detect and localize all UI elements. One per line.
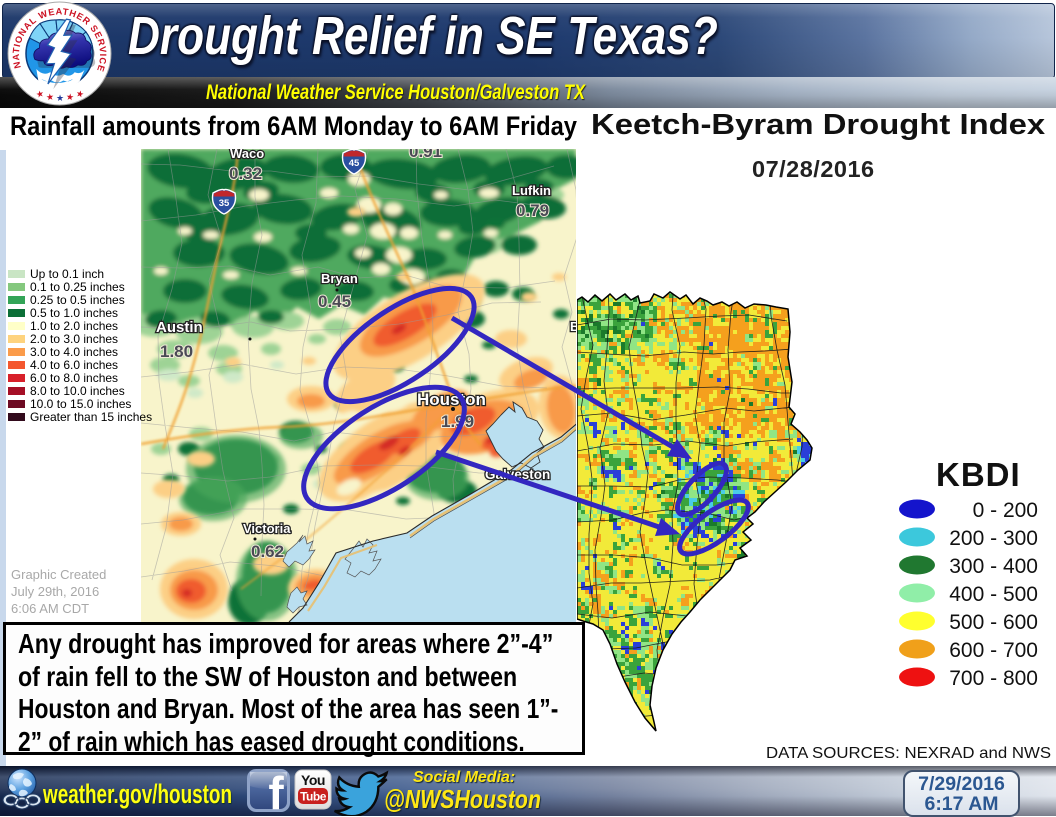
svg-text:1.80: 1.80 — [160, 342, 193, 361]
svg-text:0.32: 0.32 — [229, 164, 262, 183]
svg-text:700 - 800: 700 - 800 — [949, 667, 1038, 690]
svg-text:0.79: 0.79 — [516, 201, 549, 220]
svg-text:0 - 200: 0 - 200 — [973, 499, 1038, 522]
svg-text:Galveston: Galveston — [485, 467, 550, 482]
svg-text:Houston: Houston — [417, 390, 486, 409]
svg-text:200 - 300: 200 - 300 — [949, 527, 1038, 550]
svg-text:★: ★ — [75, 88, 85, 100]
svg-text:★: ★ — [35, 88, 45, 100]
svg-text:★: ★ — [56, 93, 64, 103]
svg-text:Waco: Waco — [230, 149, 264, 161]
svg-text:Victoria: Victoria — [243, 521, 291, 536]
svg-text:300 - 400: 300 - 400 — [949, 555, 1038, 578]
svg-text:Lufkin: Lufkin — [512, 183, 551, 198]
svg-text:600 - 700: 600 - 700 — [949, 639, 1038, 662]
svg-text:0.45: 0.45 — [318, 292, 351, 311]
svg-text:Bryan: Bryan — [321, 271, 358, 286]
svg-text:35: 35 — [219, 198, 230, 209]
svg-text:0.91: 0.91 — [409, 149, 442, 161]
svg-text:Austin: Austin — [156, 319, 203, 336]
svg-text:You: You — [301, 772, 325, 788]
svg-text:1.99: 1.99 — [441, 412, 474, 431]
svg-text:B: B — [570, 319, 576, 334]
svg-text:Tube: Tube — [300, 790, 327, 804]
svg-text:★: ★ — [45, 92, 54, 103]
svg-text:0.62: 0.62 — [251, 542, 284, 561]
svg-text:500 - 600: 500 - 600 — [949, 611, 1038, 634]
svg-text:f: f — [268, 767, 284, 816]
svg-text:45: 45 — [349, 158, 360, 169]
svg-text:★: ★ — [65, 92, 74, 103]
svg-text:400 - 500: 400 - 500 — [949, 583, 1038, 606]
